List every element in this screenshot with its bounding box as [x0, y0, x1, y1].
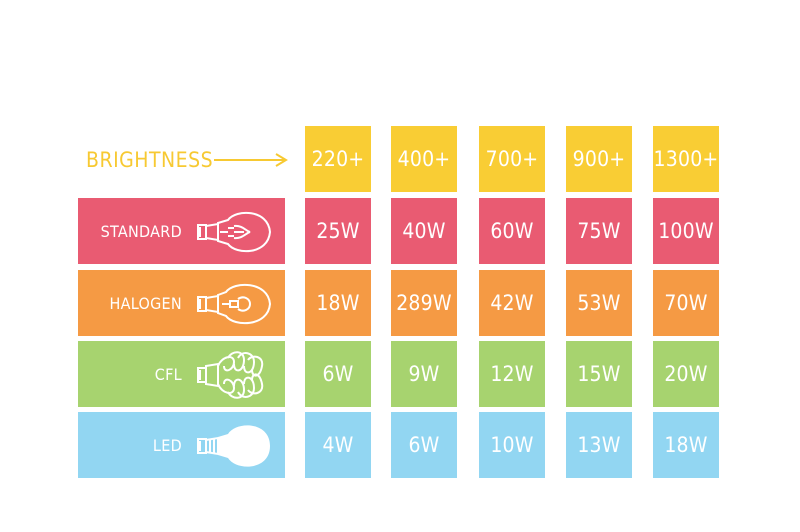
wattage-cell: 25W	[305, 198, 371, 264]
brightness-label: BRIGHTNESS	[86, 148, 214, 172]
brightness-header-cell: 900+	[566, 126, 632, 192]
brightness-header-cell: 400+	[391, 126, 457, 192]
cfl-spiral-bulb-icon	[197, 351, 264, 399]
brightness-header-cell: 220+	[305, 126, 371, 192]
row-label-standard: STANDARD	[78, 198, 285, 264]
wattage-cell: 100W	[653, 198, 719, 264]
row-label-halogen: HALOGEN	[78, 270, 285, 336]
wattage-cell: 53W	[566, 270, 632, 336]
right-arrow-icon	[214, 153, 288, 167]
incandescent-bulb-icon	[197, 211, 272, 253]
wattage-cell: 70W	[653, 270, 719, 336]
wattage-cell: 42W	[479, 270, 545, 336]
row-label-led: LED	[78, 412, 285, 478]
wattage-cell: 10W	[479, 412, 545, 478]
wattage-cell: 6W	[391, 412, 457, 478]
brightness-header-cell: 700+	[479, 126, 545, 192]
row-label-text: STANDARD	[100, 221, 182, 241]
wattage-cell: 60W	[479, 198, 545, 264]
wattage-cell: 15W	[566, 341, 632, 407]
halogen-bulb-icon	[197, 283, 272, 325]
wattage-cell: 20W	[653, 341, 719, 407]
wattage-cell: 6W	[305, 341, 371, 407]
brightness-header-cell: 1300+	[653, 126, 719, 192]
wattage-cell: 18W	[305, 270, 371, 336]
wattage-cell: 289W	[391, 270, 457, 336]
wattage-cell: 9W	[391, 341, 457, 407]
led-bulb-icon	[197, 425, 270, 467]
wattage-cell: 4W	[305, 412, 371, 478]
row-label-text: HALOGEN	[109, 293, 182, 313]
wattage-cell: 13W	[566, 412, 632, 478]
wattage-cell: 40W	[391, 198, 457, 264]
wattage-cell: 75W	[566, 198, 632, 264]
row-label-text: LED	[152, 435, 182, 455]
wattage-cell: 12W	[479, 341, 545, 407]
row-label-cfl: CFL	[78, 341, 285, 407]
wattage-cell: 18W	[653, 412, 719, 478]
row-label-text: CFL	[154, 364, 182, 384]
